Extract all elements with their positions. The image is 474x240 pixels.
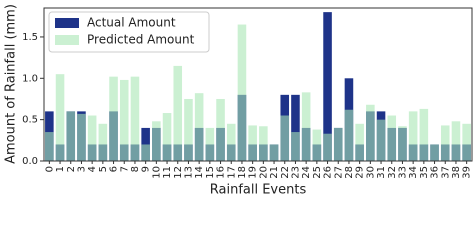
x-tick-label: 0 [44,166,55,172]
x-tick-label: 22 [280,166,291,179]
bar [130,76,140,161]
x-tick-label: 3 [76,166,87,172]
bar [291,132,300,161]
x-tick-label: 39 [462,166,473,179]
x-tick-label: 35 [419,166,430,179]
x-tick-label: 7 [119,166,130,172]
x-tick-label: 26 [323,166,334,179]
y-tick-label: 0.5 [22,115,38,126]
bar [98,123,108,161]
x-tick-label: 12 [173,166,184,179]
bar [333,127,343,161]
x-tick-label: 15 [205,166,216,179]
x-tick-label: 33 [397,166,408,179]
bar [440,125,450,161]
bar [301,92,311,161]
bar [184,98,193,161]
x-tick-label: 28 [344,166,355,179]
bar [205,127,215,161]
x-tick-label: 8 [130,166,141,172]
bar [45,132,54,161]
bar [119,79,129,161]
x-tick-label: 19 [248,166,259,179]
bar [152,121,161,161]
x-tick-label: 20 [258,166,269,179]
x-tick-label: 13 [183,166,194,179]
bar [323,12,332,162]
x-tick-label: 2 [66,166,77,172]
bar [366,104,375,161]
legend-swatch [55,35,79,45]
plot-frame [43,7,473,162]
bar [387,115,397,161]
x-tick-label: 24 [301,166,312,179]
bar [237,24,247,161]
legend-swatch [55,18,79,28]
x-tick-label: 23 [290,166,301,179]
bar [323,133,332,161]
x-tick-label: 30 [365,166,376,179]
x-tick-label: 1 [55,166,66,172]
x-tick-label: 17 [226,166,237,179]
bar [194,93,204,161]
x-tick-label: 36 [430,166,441,179]
bar [430,144,439,161]
x-tick-label: 16 [216,166,227,179]
x-tick-label: 38 [451,166,462,179]
x-tick-label: 21 [269,166,280,179]
y-tick-label: 1.5 [22,32,38,43]
x-tick-label: 14 [194,166,205,179]
y-tick-label: 1.0 [22,73,38,84]
y-axis-label: Amount of Rainfall (mm) [4,4,19,164]
bar [398,126,407,161]
bar [280,115,290,161]
x-tick-label: 34 [408,166,419,179]
bar [226,123,236,161]
bar [87,115,97,161]
x-tick-label: 27 [333,166,344,179]
bar [55,74,65,161]
chart: Amount of Rainfall (mm) Rainfall Events … [4,4,473,198]
legend-label: Actual Amount [87,16,176,30]
x-tick-label: 5 [98,166,109,172]
x-tick-label: 18 [237,166,248,179]
bar [376,119,386,161]
y-tick-label: 0.0 [22,156,38,167]
bar [216,98,225,161]
bar [419,108,429,161]
bar [408,111,418,161]
bar [109,76,118,161]
bar [312,129,322,161]
bar [162,113,172,161]
bar [269,144,279,161]
bar [462,123,471,161]
bar [77,113,86,161]
bar [451,121,461,161]
x-tick-label: 31 [376,166,387,179]
x-axis-label: Rainfall Events [210,183,307,198]
legend-label: Predicted Amount [87,33,195,47]
x-tick-label: 25 [312,166,323,179]
x-tick-label: 10 [151,166,162,179]
bar [66,111,76,161]
x-tick-label: 32 [387,166,398,179]
bar [355,123,364,161]
legend-box [48,11,210,53]
x-tick-label: 6 [109,166,120,172]
bar [173,65,183,161]
x-tick-label: 37 [440,166,451,179]
bar [141,144,150,161]
x-tick-label: 4 [87,166,98,172]
bar [291,94,300,161]
bar [248,125,257,161]
x-tick-label: 11 [162,166,173,179]
x-tick-label: 9 [141,166,152,172]
bar [344,109,354,161]
bar [259,126,268,161]
x-tick-label: 29 [355,166,366,179]
